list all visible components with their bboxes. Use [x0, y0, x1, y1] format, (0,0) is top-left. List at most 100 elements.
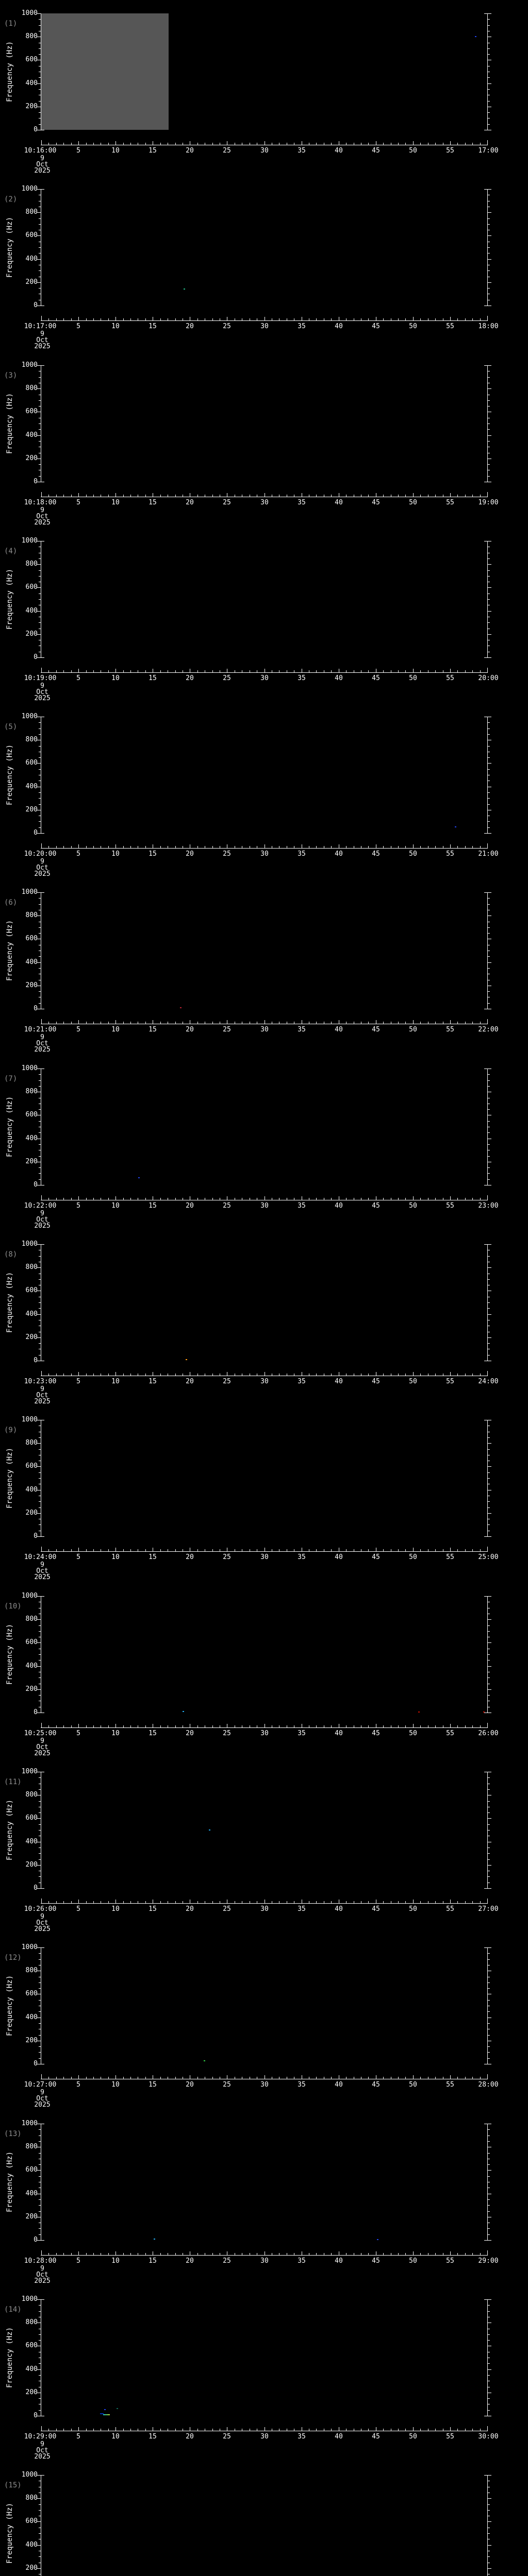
y-tick-label: 200 [25, 1333, 38, 1341]
x-axis-tick [413, 2251, 414, 2255]
y-tick-label: 1000 [21, 9, 38, 17]
right-axis-tick [488, 259, 491, 260]
y-axis-tick [39, 1308, 41, 1309]
y-axis-tick [39, 1478, 41, 1479]
x-axis-tick [197, 2429, 198, 2431]
x-axis-tick [472, 2429, 473, 2431]
y-tick-label: 200 [25, 1509, 38, 1517]
y-tick-label: 600 [25, 56, 38, 63]
x-axis-tick [108, 2429, 109, 2431]
right-axis-endcap [484, 1888, 487, 1889]
y-axis-tick [39, 1777, 41, 1778]
y-tick-label: 200 [25, 1861, 38, 1869]
x-axis-date-line: Oct [36, 336, 48, 344]
x-axis-tick [48, 2077, 49, 2079]
right-axis-tick [488, 377, 490, 378]
x-axis-tick [175, 143, 176, 145]
x-axis-tick [78, 2075, 79, 2079]
x-axis-tick [48, 1725, 49, 1727]
right-axis-endcap [484, 365, 487, 366]
spectral-event [117, 2408, 118, 2409]
right-axis-tick [488, 2205, 490, 2206]
x-axis-tick [420, 1549, 421, 1551]
right-axis-tick [488, 746, 490, 747]
x-axis-tick [175, 1374, 176, 1376]
x-axis-tick [41, 140, 42, 145]
x-axis-tick-label: 50 [409, 499, 417, 506]
x-axis-tick [316, 846, 317, 848]
y-axis-tick [37, 1337, 41, 1338]
x-axis-tick-label: 20 [186, 2257, 194, 2265]
y-tick-label: 0 [34, 126, 38, 133]
y-tick-label: 1000 [21, 1592, 38, 1600]
x-axis-tick [480, 1725, 481, 1727]
x-axis-tick [368, 2429, 369, 2431]
y-axis-tick [39, 1144, 41, 1145]
x-axis-tick [420, 1374, 421, 1376]
x-axis-tick [457, 318, 458, 320]
x-axis-tick-label: 20 [186, 1026, 194, 1033]
right-axis-tick [488, 429, 490, 430]
right-axis-tick [488, 282, 491, 283]
x-axis-tick [465, 1725, 466, 1727]
x-axis-end-label: 29:00 [478, 2257, 499, 2265]
panel-index-label: (7) [4, 1075, 18, 1083]
x-axis-tick-label: 55 [446, 850, 454, 858]
y-axis-tick [39, 476, 41, 477]
y-axis-tick [39, 798, 41, 799]
x-axis-tick [78, 2427, 79, 2431]
y-axis-tick [37, 388, 41, 389]
right-axis-line [487, 13, 488, 130]
x-axis-date-line: 2025 [34, 694, 51, 702]
y-axis-tick [37, 2568, 41, 2569]
y-tick-label: 0 [34, 1532, 38, 1540]
right-axis-tick [488, 1472, 490, 1473]
right-axis-tick [488, 722, 490, 723]
right-axis-endcap [484, 2240, 487, 2241]
no-data-region [41, 13, 169, 130]
y-tick-label: 800 [25, 911, 38, 919]
x-axis-tick-label: 25 [223, 2433, 231, 2441]
x-axis-start-label: 10:18:00 [24, 499, 57, 506]
x-axis-tick [56, 846, 57, 848]
right-axis-line [487, 1772, 488, 1889]
right-axis-tick [488, 1642, 491, 1643]
y-tick-label: 0 [34, 653, 38, 661]
x-axis-tick-label: 35 [298, 1378, 306, 1385]
x-axis-tick [93, 143, 94, 145]
x-axis-tick [465, 1198, 466, 1200]
x-axis-end-label: 20:00 [478, 674, 499, 682]
y-axis-tick [39, 1801, 41, 1802]
x-axis-tick [405, 143, 406, 145]
y-tick-label: 200 [25, 2564, 38, 2572]
y-axis-tick [39, 1959, 41, 1960]
x-axis-tick [435, 1374, 436, 1376]
spectral-event [104, 2409, 106, 2410]
x-axis-tick [331, 1549, 332, 1551]
x-axis-tick [78, 493, 79, 497]
right-axis-tick [488, 25, 490, 26]
x-axis-start-label: 10:20:00 [24, 850, 57, 858]
x-axis-tick [130, 1549, 131, 1551]
x-axis-tick [63, 1901, 64, 1903]
x-axis-tick [130, 1725, 131, 1727]
x-axis-tick-label: 35 [298, 1730, 306, 1737]
x-axis-tick-label: 40 [335, 499, 343, 506]
x-axis-tick [86, 2253, 87, 2255]
y-tick-label: 0 [34, 2060, 38, 2067]
x-axis-tick-label: 30 [260, 147, 269, 155]
y-axis-tick [37, 2545, 41, 2546]
x-axis-tick [435, 846, 436, 848]
x-axis-tick [480, 318, 481, 320]
right-axis-tick [488, 1501, 490, 1502]
y-axis-tick [39, 991, 41, 992]
x-axis-tick [405, 495, 406, 497]
x-axis-tick [457, 846, 458, 848]
x-axis-tick-label: 25 [223, 1026, 231, 1033]
y-tick-label: 400 [25, 958, 38, 966]
x-axis-tick [383, 1549, 384, 1551]
x-axis-date-line: 2025 [34, 343, 51, 350]
right-axis-tick [488, 2410, 490, 2411]
x-axis-tick [331, 2077, 332, 2079]
right-axis-tick [488, 112, 490, 113]
